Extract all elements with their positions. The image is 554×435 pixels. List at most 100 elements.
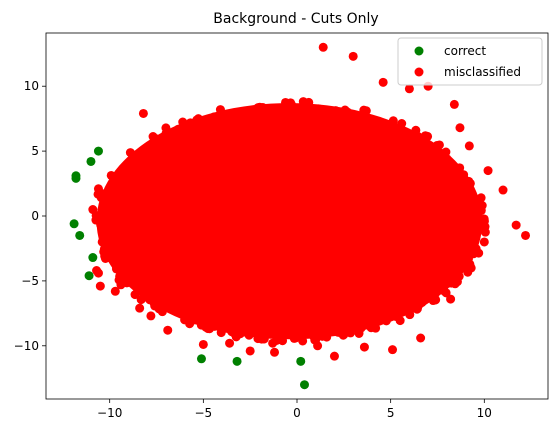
misclassified-point [446, 294, 456, 304]
misclassified-point [333, 107, 343, 117]
misclassified-point [153, 150, 163, 160]
misclassified-point [363, 300, 373, 310]
misclassified-point [163, 325, 173, 335]
misclassified-point [411, 135, 421, 145]
correct-point [296, 356, 306, 366]
misclassified-point [225, 338, 235, 348]
legend-label: misclassified [444, 65, 521, 79]
legend-label: correct [444, 44, 486, 58]
y-tick-label: −5 [21, 274, 39, 288]
legend-marker [414, 67, 424, 77]
misclassified-point [476, 206, 486, 216]
misclassified-point [393, 304, 403, 314]
misclassified-point [297, 104, 307, 114]
misclassified-point [182, 138, 192, 148]
misclassified-point [342, 107, 352, 117]
misclassified-point [298, 97, 308, 107]
misclassified-point [329, 351, 339, 361]
misclassified-point [313, 341, 323, 351]
misclassified-point [351, 127, 361, 137]
misclassified-dense-region [96, 103, 483, 340]
misclassified-point [340, 116, 350, 126]
misclassified-point [462, 263, 472, 273]
misclassified-point [410, 144, 420, 154]
misclassified-point [469, 219, 479, 229]
misclassified-point [419, 280, 429, 290]
misclassified-point [449, 99, 459, 109]
misclassified-point [268, 338, 278, 348]
misclassified-point [441, 147, 451, 157]
misclassified-point [116, 266, 126, 276]
misclassified-point [254, 330, 264, 340]
misclassified-point [424, 291, 434, 301]
misclassified-point [455, 123, 465, 133]
misclassified-point [314, 104, 324, 114]
misclassified-point [464, 176, 474, 186]
misclassified-point [158, 299, 168, 309]
misclassified-point [418, 271, 428, 281]
misclassified-point [106, 228, 116, 238]
correct-point [93, 146, 103, 156]
misclassified-point [244, 330, 254, 340]
misclassified-point [416, 333, 426, 343]
misclassified-point [457, 211, 467, 221]
correct-point [88, 253, 98, 263]
misclassified-point [118, 213, 128, 223]
misclassified-point [426, 164, 436, 174]
misclassified-point [424, 258, 434, 268]
misclassified-point [348, 51, 358, 61]
axes-layer: −10 −5 0 5 10 −10 −5 0 5 10 [14, 32, 549, 420]
misclassified-point [243, 321, 253, 331]
misclassified-point [111, 189, 121, 199]
misclassified-point [388, 116, 398, 126]
misclassified-point [138, 180, 148, 190]
misclassified-point [130, 151, 140, 161]
misclassified-point [296, 329, 306, 339]
misclassified-point [420, 131, 430, 141]
misclassified-point [459, 232, 469, 242]
y-tick-label: 0 [31, 209, 39, 223]
misclassified-point [333, 327, 343, 337]
correct-point [75, 230, 85, 240]
x-tick-label: 10 [477, 406, 492, 420]
misclassified-point [146, 311, 156, 321]
misclassified-point [141, 150, 151, 160]
misclassified-point [284, 317, 294, 327]
misclassified-point [156, 287, 166, 297]
misclassified-point [100, 251, 110, 261]
misclassified-point [229, 125, 239, 135]
misclassified-point [332, 123, 342, 133]
misclassified-point [138, 108, 148, 118]
misclassified-point [521, 230, 531, 240]
misclassified-point [111, 216, 121, 226]
misclassified-point [511, 220, 521, 230]
misclassified-point [359, 119, 369, 129]
y-tick-label: 10 [24, 79, 39, 93]
misclassified-point [465, 192, 475, 202]
misclassified-point [435, 252, 445, 262]
correct-point [71, 173, 81, 183]
misclassified-point [166, 136, 176, 146]
misclassified-point [480, 227, 490, 237]
misclassified-point [324, 308, 334, 318]
x-tick-label: 0 [293, 406, 301, 420]
misclassified-point [118, 222, 128, 232]
misclassified-point [284, 111, 294, 121]
misclassified-point [394, 140, 404, 150]
misclassified-point [127, 259, 137, 269]
chart-title: Background - Cuts Only [213, 11, 378, 27]
misclassified-point [450, 235, 460, 245]
misclassified-point [479, 237, 489, 247]
misclassified-point [109, 180, 119, 190]
marks-layer [69, 42, 531, 390]
misclassified-point [403, 146, 413, 156]
misclassified-point [417, 298, 427, 308]
misclassified-point [418, 168, 428, 178]
misclassified-point [148, 132, 158, 142]
misclassified-point [215, 105, 225, 115]
x-tick-label: −5 [194, 406, 212, 420]
misclassified-point [100, 219, 110, 229]
misclassified-point [441, 245, 451, 255]
correct-point [86, 156, 96, 166]
